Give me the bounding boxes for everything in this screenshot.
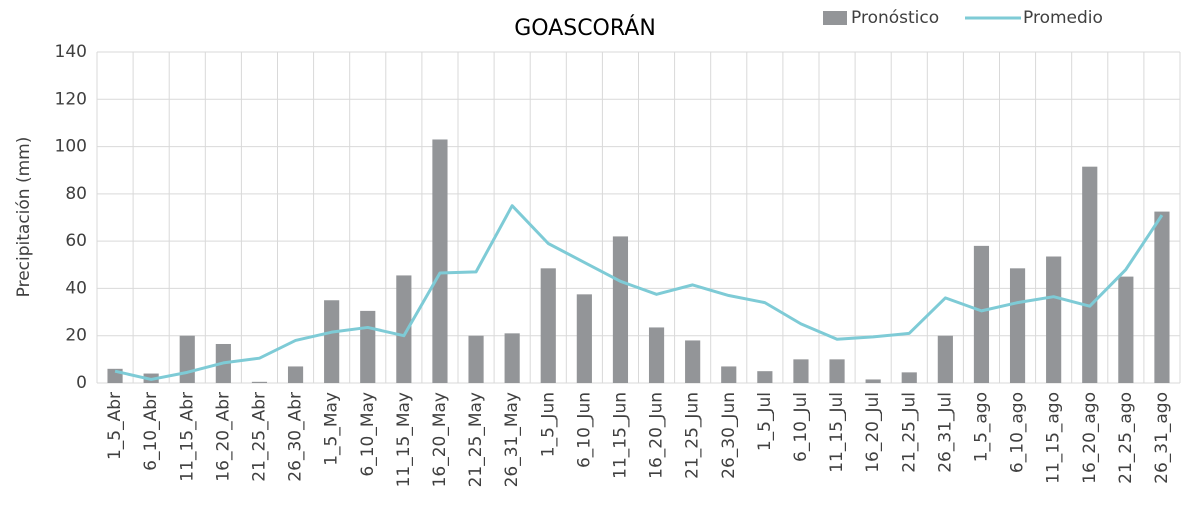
x-tick-label: 16_20_Abr [213,392,233,482]
x-tick-label: 16_20_ago [1080,392,1100,484]
x-tick-label: 26_30_Jun [719,392,739,479]
bar [540,268,556,383]
y-tick-label: 100 [55,137,87,157]
bar [757,371,773,383]
bar [793,359,809,383]
bar [829,359,845,383]
x-tick-label: 11_15_Abr [177,392,197,482]
bar [685,340,701,383]
x-tick-label: 1_5_Jul [755,392,775,451]
bar [612,236,629,383]
bar [1082,166,1098,383]
x-tick-label: 11_15_Jun [610,392,630,479]
y-tick-label: 140 [55,42,87,62]
x-tick-label: 21_25_ago [1116,392,1136,484]
x-tick-label: 6_10_May [358,392,378,477]
x-tick-label: 6_10_Jul [791,392,811,462]
y-tick-label: 20 [65,326,87,346]
bar [287,366,304,383]
bar [1118,276,1134,383]
chart-title: GOASCORÁN [514,15,656,41]
x-tick-label: 21_25_Abr [249,392,269,482]
bar [973,245,990,383]
x-tick-label: 6_10_ago [1008,392,1028,473]
bar [937,335,953,383]
x-tick-label: 21_25_Jul [899,392,919,473]
x-tick-label: 11_15_ago [1044,392,1064,484]
bar [396,275,412,383]
y-axis-label: Precipitación (mm) [14,137,34,298]
x-tick-label: 26_31_Jul [935,392,955,473]
bar [865,379,881,383]
bar [432,139,448,383]
y-tick-label: 120 [55,89,87,109]
bar [721,366,737,383]
bar [324,300,340,383]
bar [648,327,665,383]
x-tick-label: 26_30_Abr [286,392,306,482]
bar [468,335,484,383]
bar [1009,268,1026,383]
bar [360,310,376,383]
x-tick-label: 11_15_Jul [827,392,847,473]
bar [179,335,195,383]
x-tick-label: 26_31_ago [1152,392,1172,484]
x-tick-label: 6_10_Abr [141,392,161,471]
bar [251,381,268,383]
x-tick-label: 21_25_Jun [683,392,703,479]
x-tick-label: 11_15_May [394,392,414,487]
x-tick-label: 16_20_Jun [647,392,667,479]
y-tick-label: 0 [76,373,87,393]
legend: Pronóstico Promedio [823,8,1103,28]
y-tick-label: 40 [65,278,87,298]
y-tick-label: 80 [65,184,87,204]
x-tick-label: 1_5_May [322,392,342,466]
x-tick-label: 1_5_Abr [105,392,125,460]
legend-label: Promedio [1023,8,1103,28]
bar [1046,256,1062,383]
x-tick-label: 1_5_Jun [538,392,558,457]
x-tick-label: 1_5_ago [971,392,991,462]
bar [901,372,917,383]
x-tick-label: 6_10_Jun [574,392,594,468]
bar [576,294,592,383]
x-tick-label: 26_31_May [502,392,522,487]
bar [1154,211,1170,383]
legend-swatch [823,11,847,25]
x-tick-label: 16_20_Jul [863,392,883,473]
bar [504,333,520,383]
line [114,204,1164,381]
legend-label: Pronóstico [851,8,939,28]
x-tick-label: 16_20_May [430,392,450,487]
y-tick-label: 60 [65,231,87,251]
x-tick-label: 21_25_May [466,392,486,487]
